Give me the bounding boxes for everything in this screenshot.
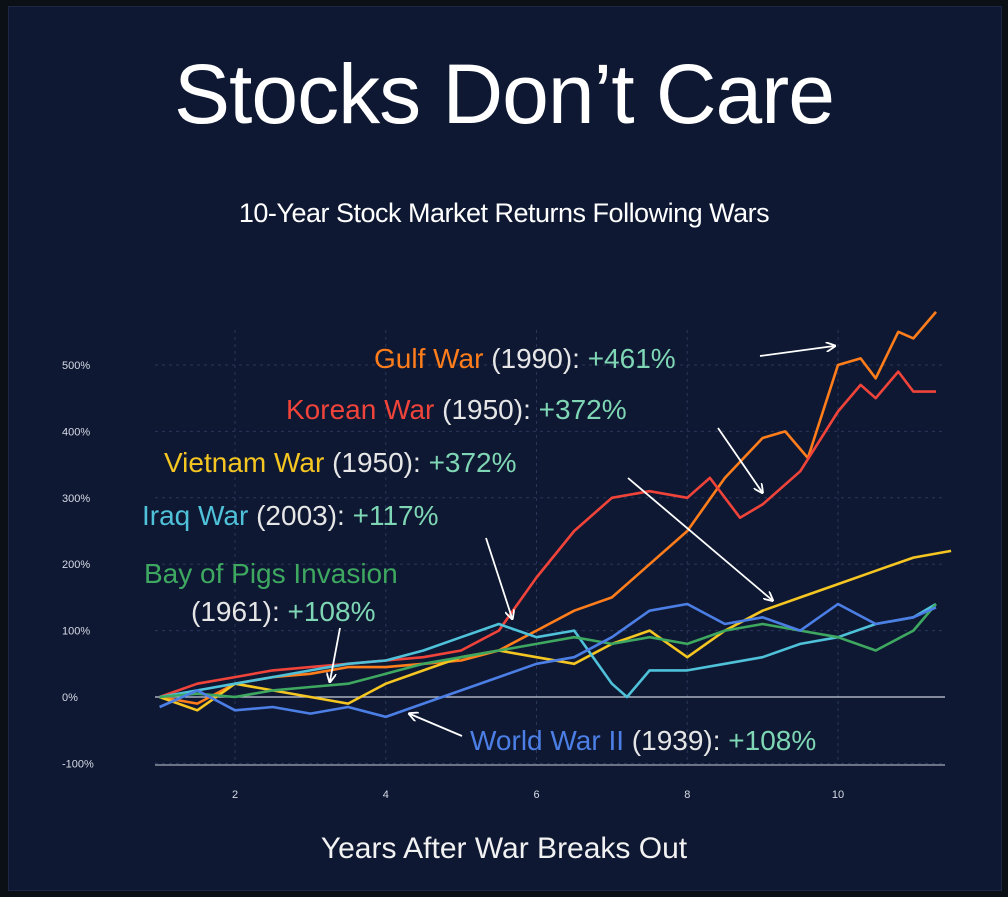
y-tick-label: 100%	[62, 626, 90, 638]
arrow-bay-of-pigs	[330, 627, 341, 681]
annotation-world-war-ii: World War II (1939): +108%	[470, 725, 816, 756]
chart-subtitle: 10-Year Stock Market Returns Following W…	[238, 198, 770, 228]
series-line-bay-of-pigs-invasion	[159, 603, 937, 699]
y-tick-label: 400%	[62, 426, 90, 438]
chart-title: Stocks Don’t Care	[174, 47, 835, 141]
y-tick-label: 200%	[62, 559, 90, 571]
x-tick-label: 2	[232, 789, 238, 801]
arrow-world-war-ii	[410, 714, 463, 737]
y-tick-label: 300%	[62, 493, 90, 505]
y-tick-label: 500%	[62, 360, 90, 372]
x-tick-label: 8	[684, 789, 690, 801]
series-line-korean-war	[159, 370, 936, 699]
y-tick-label: 0%	[62, 692, 78, 704]
y-tick-label: -100%	[62, 758, 94, 770]
annotation-iraq-war: Iraq War (2003): +117%	[142, 500, 438, 531]
series-line-gulf-war	[159, 311, 937, 705]
arrow-iraq-war	[485, 537, 512, 618]
x-tick-label: 6	[533, 789, 539, 801]
x-axis-label: Years After War Breaks Out	[320, 832, 688, 865]
arrow-gulf-war	[759, 346, 834, 357]
x-tick-label: 4	[383, 789, 389, 801]
arrow-vietnam-war	[627, 477, 772, 600]
arrow-korean-war	[717, 427, 762, 492]
annotation-vietnam-war: Vietnam War (1950): +372%	[164, 447, 517, 478]
annotation-bay-of-pigs-invasion: Bay of Pigs Invasion (1961): +108%	[144, 558, 398, 627]
chart-frame	[8, 6, 1002, 891]
series-line-world-war-ii	[159, 602, 937, 719]
annotation-gulf-war: Gulf War (1990): +461%	[374, 343, 676, 374]
series-line-iraq-war	[159, 602, 937, 699]
x-tick-label: 10	[832, 789, 844, 801]
annotation-korean-war: Korean War (1950): +372%	[286, 394, 627, 425]
